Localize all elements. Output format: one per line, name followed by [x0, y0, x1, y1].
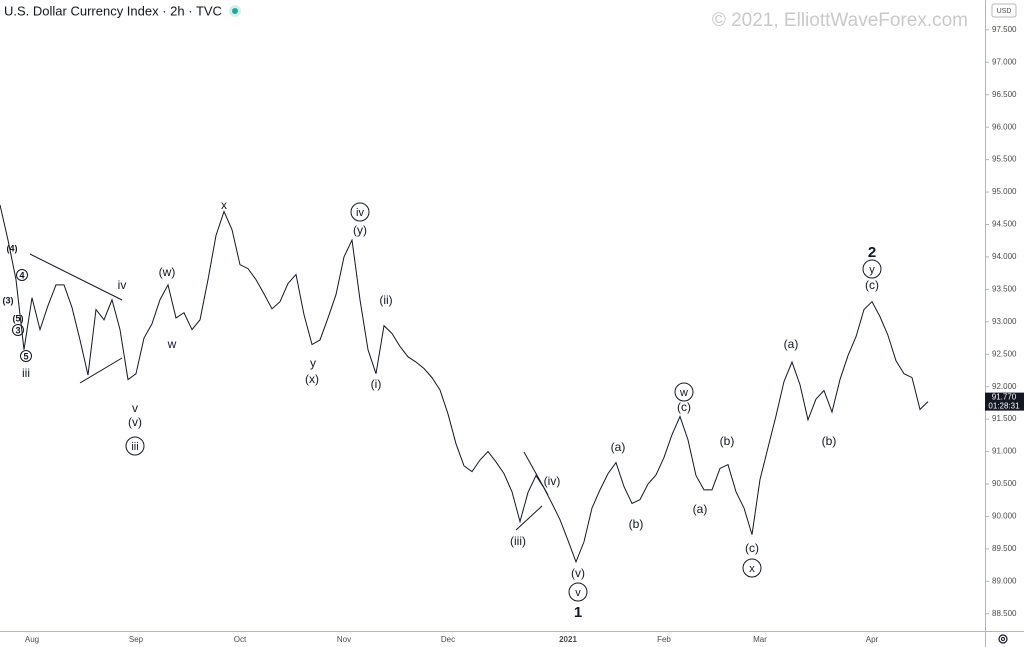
wave-label: 2 — [868, 244, 876, 261]
wave-label: (3) — [3, 295, 14, 305]
wave-label: (w) — [159, 265, 176, 279]
wave-label: (c) — [865, 278, 879, 292]
wave-label-circle — [568, 582, 588, 602]
wave-label: (x) — [305, 372, 319, 386]
wave-label: (i) — [371, 377, 382, 391]
trendline — [29, 253, 123, 301]
y-tick-label: 95.000 — [992, 187, 1017, 196]
wave-label-circle — [20, 350, 32, 362]
wave-label: (v) — [128, 415, 142, 429]
wave-label: (y) — [353, 223, 367, 237]
wave-label: 1 — [574, 604, 582, 621]
chart-title: U.S. Dollar Currency Index · 2h · TVC — [4, 3, 222, 18]
wave-label: v — [132, 401, 138, 415]
y-tick-label: 97.500 — [992, 25, 1017, 34]
x-tick-label: Apr — [866, 635, 879, 644]
gear-hub[interactable] — [1001, 637, 1005, 641]
wave-label: (a) — [611, 440, 626, 454]
status-dot — [232, 8, 238, 14]
y-tick-label: 90.500 — [992, 479, 1017, 488]
x-tick-label: Aug — [25, 635, 39, 644]
price-line — [0, 204, 929, 564]
x-tick-label: Mar — [753, 635, 767, 644]
x-tick-label: Oct — [234, 635, 247, 644]
wave-label: iii — [131, 441, 138, 453]
y-tick-label: 97.000 — [992, 57, 1017, 66]
trendline — [515, 505, 543, 531]
y-tick-label: 93.500 — [992, 284, 1017, 293]
wave-label: (b) — [720, 434, 735, 448]
wave-label: w — [679, 387, 688, 399]
wave-label: (b) — [629, 517, 644, 531]
wave-label: iv — [356, 207, 364, 219]
x-tick-label: Feb — [657, 635, 671, 644]
wave-label: (5) — [13, 313, 24, 323]
wave-label: (iii) — [510, 534, 526, 548]
wave-label: y — [869, 264, 875, 276]
y-tick-label: 95.500 — [992, 155, 1017, 164]
currency-box — [991, 3, 1017, 18]
wave-label: (v) — [571, 566, 585, 580]
x-tick-label: Dec — [441, 635, 455, 644]
wave-label: (4) — [7, 243, 18, 253]
wave-label: y — [310, 356, 316, 370]
currency-label: USD — [997, 8, 1012, 15]
countdown-label: 01:28:31 — [988, 402, 1020, 411]
wave-label: iv — [118, 278, 127, 292]
y-tick-label: 92.000 — [992, 382, 1017, 391]
wave-label: iii — [22, 366, 30, 380]
wave-label: (c) — [677, 400, 691, 414]
wave-label: x — [749, 563, 755, 575]
settings-icon[interactable] — [998, 634, 1008, 644]
x-tick-label: Nov — [337, 635, 351, 644]
wave-label: 5 — [23, 351, 28, 361]
y-tick-label: 96.500 — [992, 90, 1017, 99]
trendline — [79, 357, 123, 384]
watermark: © 2021, ElliottWaveForex.com — [712, 10, 968, 31]
y-tick-label: 94.500 — [992, 220, 1017, 229]
y-tick-label: 89.000 — [992, 576, 1017, 585]
wave-label-circle — [350, 202, 370, 222]
y-tick-label: 88.500 — [992, 609, 1017, 618]
wave-label: (ii) — [379, 293, 392, 307]
x-tick-label: Sep — [129, 635, 144, 644]
wave-label: x — [221, 198, 227, 212]
wave-label: (a) — [693, 502, 708, 516]
wave-label: (b) — [822, 434, 837, 448]
y-tick-label: 93.000 — [992, 317, 1017, 326]
y-tick-label: 96.000 — [992, 122, 1017, 131]
x-tick-label: 2021 — [559, 635, 577, 644]
wave-label-circle — [125, 436, 145, 456]
wave-label: 3 — [15, 325, 20, 335]
y-tick-label: 94.000 — [992, 252, 1017, 261]
wave-label: (iv) — [544, 474, 561, 488]
y-tick-label: 92.500 — [992, 349, 1017, 358]
wave-label: w — [167, 337, 177, 351]
y-tick-label: 90.000 — [992, 512, 1017, 521]
wave-label: (c) — [745, 541, 759, 555]
y-tick-label: 91.500 — [992, 414, 1017, 423]
wave-label-circle — [742, 558, 762, 578]
y-tick-label: 91.000 — [992, 447, 1017, 456]
wave-label-circle — [16, 269, 28, 281]
gear[interactable] — [998, 634, 1008, 644]
last-price-tag — [985, 392, 1024, 411]
wave-label: 4 — [19, 270, 24, 280]
wave-label-circle — [674, 382, 694, 402]
last-price-label: 91.770 — [992, 393, 1017, 402]
wave-label-circle — [12, 324, 24, 336]
wave-label: (a) — [784, 337, 799, 351]
y-tick-label: 89.500 — [992, 544, 1017, 553]
wave-label: v — [575, 587, 581, 599]
wave-label-circle — [862, 259, 882, 279]
trendlines — [29, 253, 549, 531]
